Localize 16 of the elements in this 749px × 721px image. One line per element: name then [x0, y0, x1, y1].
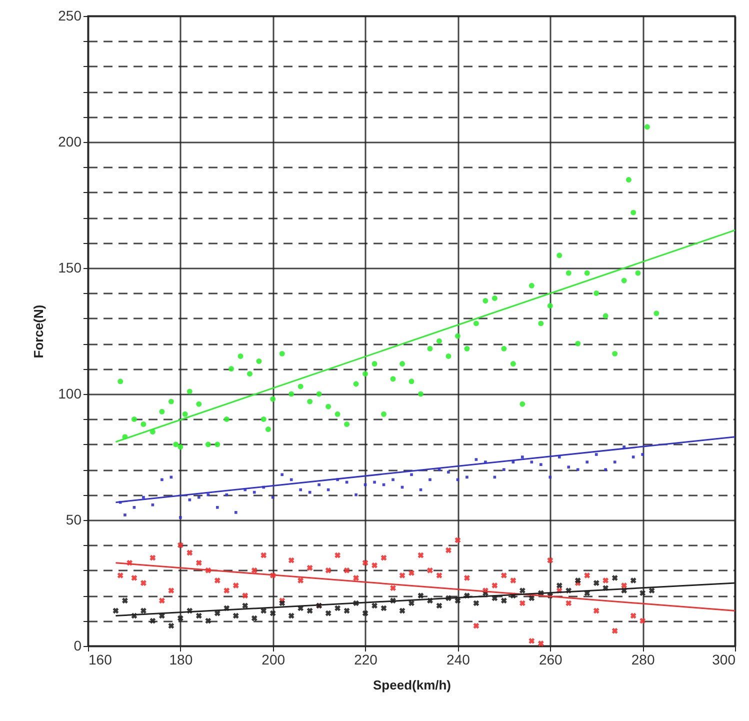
y-tick-label: 250: [58, 8, 82, 24]
x-tick-label: 180: [169, 652, 193, 668]
x-tick-label: 280: [631, 652, 655, 668]
x-tick-label: 240: [446, 652, 470, 668]
x-tick-label: 160: [88, 652, 112, 668]
y-tick-label: 150: [58, 260, 82, 276]
x-tick-label: 220: [354, 652, 378, 668]
x-tick-label: 300: [712, 652, 736, 668]
x-axis-title: Speed(km/h): [372, 678, 452, 692]
x-tick-label: 260: [538, 652, 563, 668]
x-tick-label: 200: [262, 652, 286, 668]
y-tick-label: 100: [58, 386, 82, 402]
y-tick-label: 200: [58, 134, 82, 150]
y-tick-label: 0: [74, 638, 82, 654]
y-axis-title: Force(N): [31, 304, 46, 358]
y-tick-label: 50: [66, 512, 82, 528]
